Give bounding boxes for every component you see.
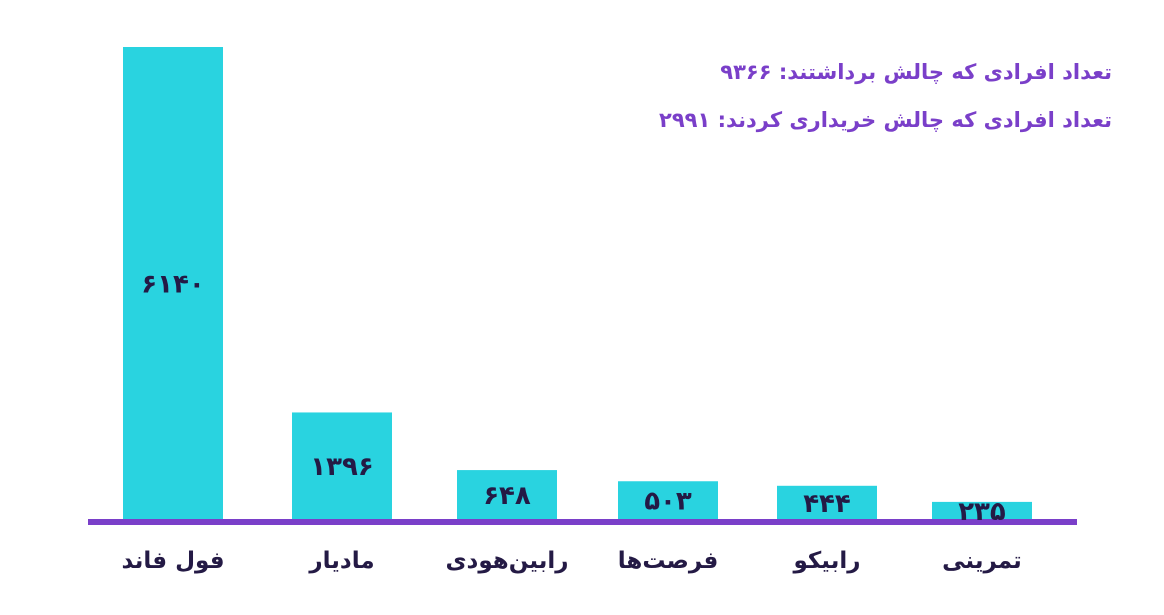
bar-1 (292, 412, 392, 520)
category-label-2: رابین‌هودی (445, 548, 568, 574)
bar-3 (618, 481, 718, 520)
bar-value-label-5: ۲۳۵ (958, 497, 1006, 527)
bars-group (123, 47, 1032, 520)
stat-bought-value: ۲۹۹۱ (659, 108, 711, 132)
bar-0 (123, 47, 223, 520)
stat-started-value: ۹۳۶۶ (720, 60, 772, 84)
category-labels-group: فول فاند مادیار رابین‌هودی فرصت‌ها رابیکو تمر… (121, 548, 1021, 574)
category-label-1: مادیار (308, 548, 374, 574)
bar-2 (457, 470, 557, 520)
category-label-4: رابیکو (793, 548, 861, 574)
value-labels-group: ۶۱۴۰ ۱۳۹۶ ۶۴۸ ۵۰۳ ۴۴۴ ۲۳۵ (141, 270, 1006, 527)
bar-value-label-3: ۵۰۳ (644, 487, 692, 517)
bar-value-label-2: ۶۴۸ (483, 481, 531, 511)
bar-value-label-1: ۱۳۹۶ (310, 452, 373, 482)
category-label-0: فول فاند (121, 548, 224, 574)
category-label-3: فرصت‌ها (618, 548, 719, 574)
stat-bought: تعداد افرادی که چالش خریداری کردند: ۲۹۹۱ (659, 108, 1112, 132)
stat-bought-label: تعداد افرادی که چالش خریداری کردند: (717, 108, 1112, 132)
bar-value-label-0: ۶۱۴۰ (141, 270, 204, 300)
category-label-5: تمرینی (942, 548, 1022, 574)
bar-5 (932, 501, 1032, 520)
stat-started: تعداد افرادی که چالش برداشتند: ۹۳۶۶ (720, 60, 1112, 84)
stat-started-label: تعداد افرادی که چالش برداشتند: (778, 60, 1112, 84)
bar-value-label-4: ۴۴۴ (803, 489, 851, 519)
bar-4 (777, 485, 877, 520)
